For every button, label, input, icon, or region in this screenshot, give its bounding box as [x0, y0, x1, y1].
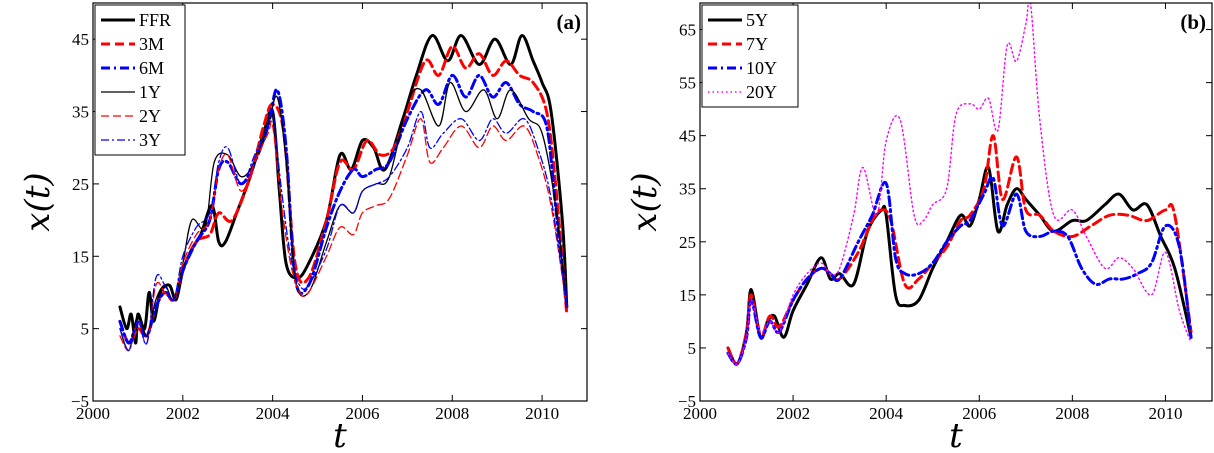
x-tick-label: 2002: [776, 404, 810, 423]
legend-label-10y: 10Y: [746, 58, 777, 78]
x-tick-label: 2004: [869, 404, 904, 423]
y-tick-label: −5: [678, 392, 696, 411]
y-tick-label: 35: [72, 103, 89, 122]
legend: 5Y 7Y 10Y 20Y: [701, 4, 799, 108]
y-tick-label: 5: [688, 339, 697, 358]
x-tick-label: 2000: [76, 404, 110, 423]
y-tick-label: 15: [679, 286, 696, 305]
y-axis-label: x(t): [625, 172, 665, 231]
series-line-5y: [726, 165, 1193, 366]
x-tick-label: 2002: [166, 404, 200, 423]
series-line-20y: [727, 3, 1192, 365]
panel-tag: (b): [1180, 10, 1206, 34]
legend-label-3y: 3Y: [139, 130, 161, 150]
series-line-ffr: [118, 34, 569, 345]
x-tick-label: 2010: [525, 404, 559, 423]
panel-tag: (a): [557, 10, 582, 34]
legend-label-5y: 5Y: [746, 10, 768, 30]
x-tick-label: 2006: [962, 404, 996, 423]
legend-label-20y: 20Y: [746, 82, 777, 102]
series-line-2y: [119, 118, 568, 352]
y-axis-label: x(t): [18, 172, 58, 231]
legend-label-ffr: FFR: [139, 10, 171, 30]
legend-label-6m: 6M: [139, 58, 164, 78]
series-line-7y: [726, 134, 1193, 366]
legend-label-2y: 2Y: [139, 106, 161, 126]
chart-panel-a: 2000 2002 2004 2006 2008 2010 −5 5 15 25 35 45 t x(t)…: [18, 2, 588, 453]
series-lines: [726, 3, 1193, 366]
legend-box: [701, 4, 799, 108]
series-line-3y: [119, 107, 568, 352]
y-tick-label: 65: [679, 21, 696, 40]
y-tick-label: 5: [81, 320, 90, 339]
x-tick-label: 2004: [256, 404, 291, 423]
legend-label-3m: 3M: [139, 34, 164, 54]
y-tick-label: 55: [679, 74, 696, 93]
legend: FFR 3M 6M 1Y 2Y 3Y: [94, 4, 186, 156]
x-tick-label: 2006: [345, 404, 379, 423]
x-tick-label: 2000: [683, 404, 717, 423]
y-tick-label: 45: [72, 30, 89, 49]
y-tick-label: 25: [72, 175, 89, 194]
y-tick-label: −5: [71, 392, 89, 411]
y-tick-label: 45: [679, 127, 696, 146]
legend-label-1y: 1Y: [139, 82, 161, 102]
chart-panel-b: 2000 2002 2004 2006 2008 2010 −5 5 15 25 35 45 55 65 t…: [625, 2, 1213, 453]
axes-frame: [699, 2, 1213, 402]
x-tick-label: 2008: [1055, 404, 1089, 423]
y-tick-label: 35: [679, 180, 696, 199]
y-tick-label: 25: [679, 233, 696, 252]
axes-frame: [92, 2, 588, 402]
x-axis-label: t: [333, 416, 347, 453]
series-line-10y: [726, 175, 1193, 366]
legend-label-7y: 7Y: [746, 34, 768, 54]
x-tick-label: 2010: [1148, 404, 1182, 423]
legend-box: [94, 4, 186, 156]
y-tick-label: 15: [72, 247, 89, 266]
x-tick-label: 2008: [435, 404, 469, 423]
x-axis-label: t: [949, 416, 963, 453]
series-lines: [118, 34, 569, 352]
series-line-1y: [119, 81, 568, 352]
